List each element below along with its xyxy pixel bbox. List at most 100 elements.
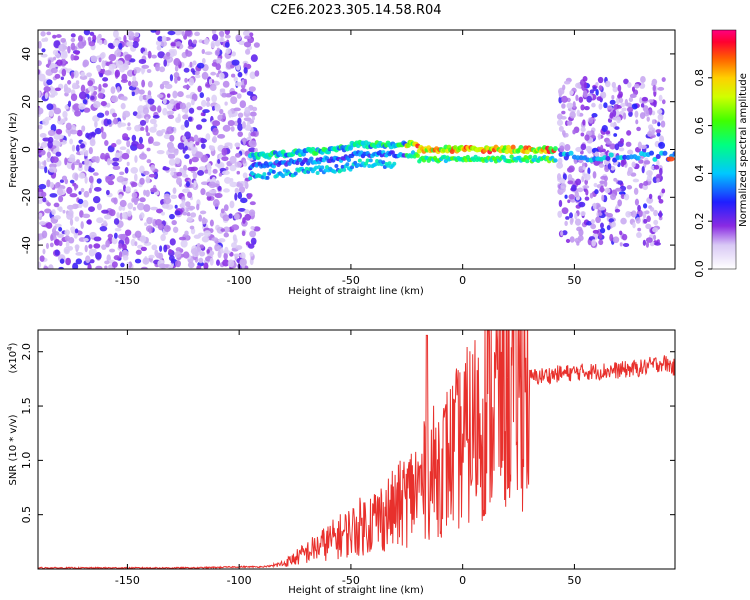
heatmap-cell [392,161,397,166]
heatmap-cell [629,93,637,99]
heatmap-cell [234,153,241,158]
spectrogram-x-tick-label: 0 [459,274,466,287]
heatmap-cell [574,212,578,220]
heatmap-cell [180,239,188,248]
heatmap-cell [184,154,190,160]
spectrogram-y-tick-label: 0 [20,146,33,153]
heatmap-cell [191,146,198,152]
heatmap-cell [350,165,355,170]
heatmap-cell [154,249,159,257]
heatmap-cell [558,125,564,132]
heatmap-cell [192,60,197,66]
heatmap-cell [155,40,162,46]
heatmap-cell [367,164,372,169]
heatmap-cell [169,167,177,172]
heatmap-cell [217,134,225,139]
heatmap-cell [121,152,130,160]
heatmap-cell [643,218,648,224]
heatmap-cell [75,144,80,152]
heatmap-cell [80,143,86,149]
heatmap-cell [661,188,666,194]
heatmap-cell [127,202,134,210]
heatmap-cell [106,118,112,125]
heatmap-cell [74,216,80,222]
heatmap-cell [191,156,199,163]
heatmap-cell [99,73,104,78]
heatmap-cell [627,81,632,88]
heatmap-cell [653,209,659,217]
heatmap-cell [104,110,110,116]
heatmap-cell [217,158,221,164]
heatmap-cell [186,191,193,199]
heatmap-cell [188,140,194,149]
heatmap-cell [122,184,127,192]
heatmap-cell [237,117,242,125]
heatmap-cell [575,146,583,153]
heatmap-cell [101,60,106,69]
heatmap-cell [70,71,75,79]
heatmap-cell [161,203,170,209]
heatmap-cell [139,235,147,243]
heatmap-cell [46,103,54,111]
heatmap-cell [553,158,558,163]
heatmap-cell [96,217,104,224]
heatmap-cell [293,171,298,176]
heatmap-cell [229,200,235,209]
heatmap-cell [38,199,43,204]
heatmap-cell [138,89,145,95]
heatmap-cell [55,128,63,135]
heatmap-cell [75,258,83,265]
heatmap-cell [112,112,118,118]
heatmap-cell [145,175,151,184]
heatmap-cell [215,63,221,71]
heatmap-cell [134,258,142,264]
heatmap-cell [201,235,210,243]
heatmap-cell [237,191,243,200]
heatmap-cell [124,236,130,245]
heatmap-cell [110,95,119,103]
heatmap-cell [585,188,589,196]
heatmap-cell [353,160,358,165]
heatmap-cell [93,236,102,242]
heatmap-cell [378,159,383,164]
heatmap-cell [124,166,129,174]
heatmap-cell [242,137,246,146]
heatmap-cell [75,251,84,256]
heatmap-cell [640,75,646,83]
heatmap-cell [71,144,76,152]
heatmap-cell [192,39,198,45]
snr-y-tick-label: 1.5 [20,397,33,415]
heatmap-cell [99,225,108,232]
heatmap-cell [187,166,195,172]
heatmap-cell [217,185,222,192]
heatmap-cell [80,84,86,93]
heatmap-cell [145,116,149,124]
heatmap-cell [223,226,230,233]
heatmap-cell [166,126,174,134]
heatmap-cell [47,129,56,137]
heatmap-cell [98,83,102,92]
heatmap-cell [591,102,596,108]
heatmap-cell [131,80,139,88]
heatmap-cell [197,247,202,253]
snr-y-label: SNR (10 * v/v) [8,414,19,485]
heatmap-cell [78,162,83,169]
heatmap-cell [176,177,182,186]
heatmap-cell [69,218,74,226]
heatmap-cell [159,40,168,47]
heatmap-cell [196,124,203,130]
heatmap-cell [107,42,114,49]
heatmap-cell [130,238,136,247]
heatmap-cell [239,258,247,266]
heatmap-cell [598,232,603,239]
heatmap-cell [652,156,658,162]
heatmap-cell [610,193,617,201]
heatmap-cell [657,113,664,121]
heatmap-cell [113,197,118,205]
heatmap-cell [88,166,92,171]
heatmap-cell [221,156,229,162]
heatmap-cell [74,244,80,250]
heatmap-cell [324,165,329,170]
heatmap-cell [595,82,599,86]
heatmap-cell [139,177,145,185]
